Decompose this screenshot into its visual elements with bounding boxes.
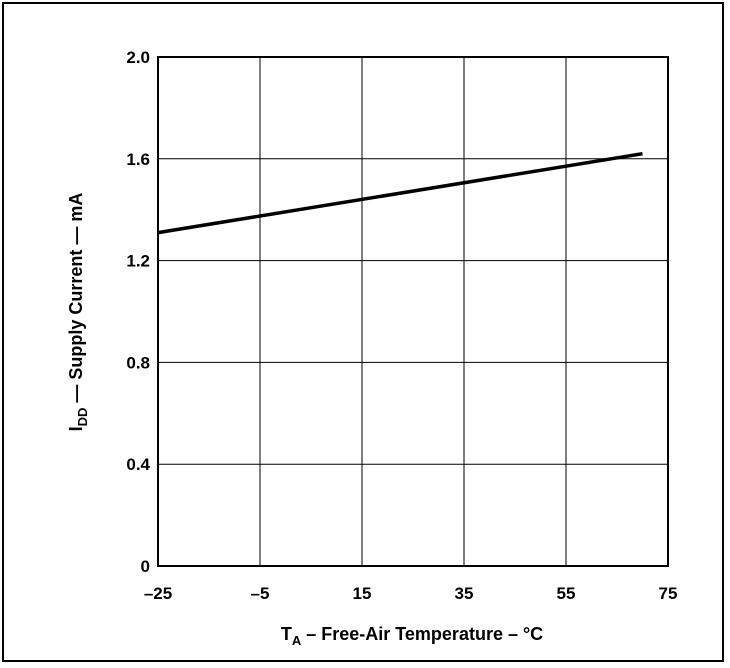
y-tick-labels: 0 0.4 0.8 1.2 1.6 2.0 [126, 48, 150, 576]
x-axis-label: TA – Free-Air Temperature – °C [281, 624, 543, 648]
x-tick-label: 15 [353, 584, 372, 603]
y-axis-label-subscript: DD [75, 408, 90, 427]
x-axis-label-subscript: A [292, 633, 302, 648]
supply-current-line [157, 151, 643, 235]
y-axis-label: IDD — Supply Current — mA [66, 193, 90, 432]
x-tick-label: –25 [144, 584, 172, 603]
x-tick-label: 75 [659, 584, 678, 603]
x-tick-label: –5 [251, 584, 270, 603]
y-tick-label: 0 [141, 557, 150, 576]
x-axis-label-main: T [281, 624, 292, 644]
y-tick-label: 1.2 [126, 252, 150, 271]
y-axis-label-main: I [66, 426, 86, 431]
y-tick-label: 1.6 [126, 150, 150, 169]
y-tick-label: 2.0 [126, 48, 150, 67]
y-tick-label: 0.8 [126, 353, 150, 372]
y-tick-label: 0.4 [126, 455, 150, 474]
grid-lines [158, 57, 668, 566]
series-group [157, 151, 643, 235]
plot-area-border [157, 56, 669, 567]
x-axis-label-rest: – Free-Air Temperature – °C [301, 624, 543, 644]
y-axis-label-rest: — Supply Current — mA [66, 193, 86, 408]
x-tick-label: 35 [455, 584, 474, 603]
x-tick-label: 55 [557, 584, 576, 603]
x-tick-labels: –25 –5 15 35 55 75 [144, 584, 678, 603]
figure-frame [2, 2, 724, 662]
